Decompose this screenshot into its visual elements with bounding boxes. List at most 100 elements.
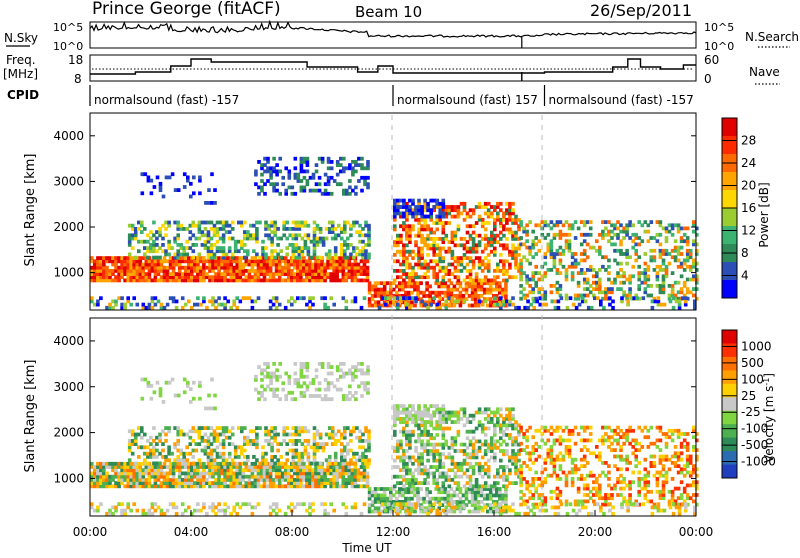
power-cell [417, 228, 421, 232]
power-cell [294, 157, 298, 161]
velocity-cell [357, 368, 361, 372]
power-cell [377, 281, 381, 285]
velocity-cell [195, 442, 199, 446]
velocity-cell [225, 458, 229, 462]
power-cell [355, 221, 359, 225]
velocity-cell [278, 362, 282, 366]
velocity-cell [243, 449, 247, 453]
power-cell [384, 303, 388, 307]
power-cell [619, 262, 623, 266]
power-cell [505, 243, 509, 247]
power-cell [478, 256, 482, 260]
velocity-cell [281, 381, 285, 385]
velocity-cell [448, 475, 452, 479]
power-cell [607, 287, 611, 291]
power-cell [589, 290, 593, 294]
velocity-cell [447, 497, 451, 501]
velocity-cell [499, 475, 503, 479]
velocity-cell [477, 500, 481, 504]
power-cell [607, 220, 611, 224]
velocity-cell [438, 472, 442, 476]
power-cell [336, 160, 340, 164]
power-cell [426, 202, 430, 206]
velocity-cell [417, 433, 421, 437]
power-cell [171, 172, 175, 176]
power-cell [386, 281, 390, 285]
velocity-cell [478, 407, 482, 411]
velocity-cell [454, 436, 458, 440]
velocity-cell [183, 378, 187, 382]
velocity-cell [478, 484, 482, 488]
velocity-cell [469, 452, 473, 456]
power-cell [348, 179, 352, 183]
power-cell [193, 275, 197, 279]
velocity-cell [185, 458, 189, 462]
velocity-cell [243, 426, 247, 430]
power-cell [544, 290, 548, 294]
power-cell [307, 246, 311, 250]
velocity-cells [90, 362, 699, 516]
velocity-cell [192, 381, 196, 385]
power-cell [245, 296, 249, 300]
power-cell [158, 256, 162, 260]
power-cell [136, 303, 140, 307]
power-cell [167, 253, 171, 257]
power-cell [496, 275, 500, 279]
power-cell [306, 157, 310, 161]
velocity-cell [231, 458, 235, 462]
power-cell [448, 269, 452, 273]
velocity-cell [377, 506, 381, 510]
velocity-cell [161, 449, 165, 453]
velocity-cell [357, 385, 361, 389]
power-cell [275, 296, 279, 300]
power-cell [315, 189, 319, 193]
velocity-cell [416, 497, 420, 501]
power-cell [528, 278, 532, 282]
power-cell [296, 296, 300, 300]
power-cell [143, 246, 147, 250]
power-cell [140, 221, 144, 225]
power-cell [187, 300, 191, 304]
velocity-cell [331, 426, 335, 430]
power-cell [428, 291, 432, 295]
power-cell [173, 237, 177, 241]
power-cell [264, 221, 268, 225]
power-cell [339, 182, 343, 186]
power-cell [154, 296, 158, 300]
power-cell [408, 272, 412, 276]
velocity-cell [307, 439, 311, 443]
power-cell [529, 303, 533, 307]
velocity-cell [252, 455, 256, 459]
velocity-cell [457, 462, 461, 466]
velocity-cell [171, 378, 175, 382]
power-cell [332, 303, 336, 307]
power-cell [214, 306, 218, 310]
power-cell [417, 205, 421, 209]
velocity-cell [367, 458, 371, 462]
power-cell [366, 259, 370, 263]
power-cell [396, 296, 400, 300]
power-cell [469, 224, 473, 228]
velocity-cell [185, 452, 189, 456]
power-cell [123, 279, 127, 283]
power-cell [469, 256, 473, 260]
power-cell [254, 170, 258, 174]
power-cell [166, 303, 170, 307]
power-cell [284, 189, 288, 193]
power-cell [511, 296, 515, 300]
power-cell [598, 246, 602, 250]
velocity-cell [325, 433, 329, 437]
power-cell [438, 202, 442, 206]
power-cell [647, 274, 651, 278]
velocity-cell [469, 430, 473, 434]
power-cell [660, 303, 664, 307]
velocity-cell [315, 394, 319, 398]
power-cell [175, 272, 179, 276]
power-cell [610, 287, 614, 291]
power-cell [377, 288, 381, 292]
velocity-cell [278, 375, 282, 379]
power-cell [281, 176, 285, 180]
velocity-cell [167, 426, 171, 430]
y-tick-label: 3000 [53, 174, 84, 188]
power-cell [499, 259, 503, 263]
